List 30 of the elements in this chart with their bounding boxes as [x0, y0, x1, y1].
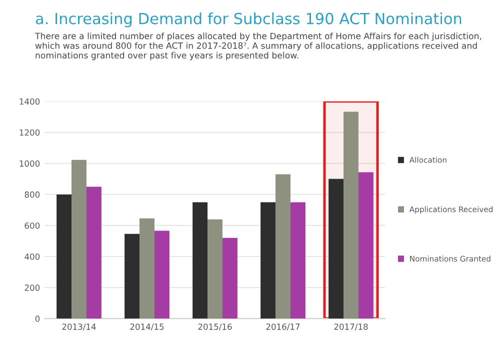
- y-tick-label: 200: [24, 284, 40, 291]
- bar: [56, 194, 72, 319]
- bar: [140, 218, 154, 319]
- y-tick-label: 800: [24, 191, 40, 198]
- x-tick-label: 2015/16: [198, 324, 232, 331]
- x-tick-label: 2013/14: [62, 324, 96, 331]
- chart-title: a. Increasing Demand for Subclass 190 ACT Nomination: [36, 12, 462, 28]
- y-tick-label: 400: [24, 253, 40, 260]
- bar: [358, 172, 374, 319]
- bar: [124, 234, 140, 319]
- x-tick-label: 2016/17: [266, 324, 300, 331]
- x-tick-label: 2017/18: [334, 324, 368, 331]
- y-tick-label: 1000: [20, 160, 40, 167]
- y-tick-label: 0: [35, 316, 40, 322]
- x-tick-label: 2014/15: [130, 324, 164, 331]
- bar: [222, 238, 238, 319]
- bar: [260, 202, 276, 319]
- y-tick-label: 600: [24, 222, 40, 229]
- bar: [290, 202, 306, 319]
- bar: [276, 174, 290, 319]
- bar: [328, 178, 344, 319]
- bar: [344, 112, 358, 319]
- chart-subtitle: There are a limited number of places allocated by the Department of Home Affairs for each jurisdiction, which was around 800 for the ACT in 2017-2018⁷. A summary of allocations, applications received and nominations granted over past five years is presented below.: [34, 32, 482, 60]
- bar: [86, 186, 102, 319]
- bar: [192, 202, 208, 319]
- y-tick-label: 1200: [20, 129, 40, 136]
- bar: [208, 219, 222, 319]
- bar: [72, 160, 86, 319]
- y-tick-label: 1400: [20, 98, 40, 105]
- bar: [154, 230, 170, 319]
